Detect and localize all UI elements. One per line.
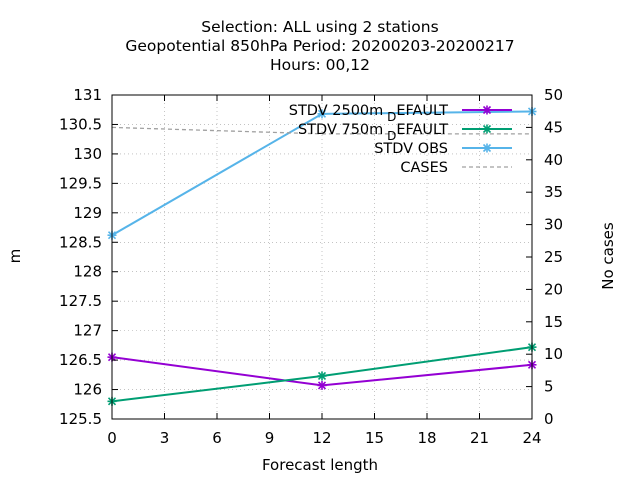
data-point	[482, 124, 492, 134]
y-tick-label: 127	[73, 322, 102, 340]
chart-title-line-3: Hours: 00,12	[270, 56, 370, 74]
x-tick-label: 0	[107, 429, 117, 447]
y-tick-label: 128.5	[59, 233, 102, 251]
y-tick-label: 130.5	[59, 115, 102, 133]
y2-tick-label: 0	[544, 410, 554, 428]
tick-layer: 0 3 6 9 12 15 18 21 24 125.5 126 126.5 127 127.5 128 12…	[59, 86, 563, 447]
y2-tick-label: 25	[544, 248, 563, 266]
y2-tick-label: 30	[544, 216, 563, 234]
y2-tick-label: 5	[544, 378, 554, 396]
data-point	[317, 109, 327, 119]
y-tick-label: 125.5	[59, 410, 102, 428]
legend-label: STDV 750m DEFAULT	[298, 122, 448, 143]
data-point	[482, 143, 492, 153]
y2-axis-label: No cases	[599, 222, 617, 290]
y-tick-label: 128	[73, 263, 102, 281]
x-tick-label: 15	[365, 429, 384, 447]
x-axis-label: Forecast length	[262, 456, 378, 474]
y-axis-label: m	[6, 249, 24, 264]
series-line-cases	[111, 126, 532, 135]
y2-tick-label: 50	[544, 86, 563, 104]
y2-tick-label: 35	[544, 183, 563, 201]
y2-tick-label: 45	[544, 118, 563, 136]
y2-tick-label: 10	[544, 345, 563, 363]
legend-label: STDV 2500m DEFAULT	[289, 103, 448, 124]
x-tick-label: 6	[212, 429, 222, 447]
x-tick-label: 24	[522, 429, 541, 447]
y2-tick-label: 20	[544, 280, 563, 298]
y-tick-label: 130	[73, 145, 102, 163]
y2-tick-label: 40	[544, 151, 563, 169]
chart-title-line-1: Selection: ALL using 2 stations	[201, 18, 438, 36]
data-point	[482, 105, 492, 115]
y-tick-label: 126	[73, 381, 102, 399]
x-tick-label: 9	[265, 429, 275, 447]
legend-label: STDV OBS	[374, 141, 448, 157]
y-tick-label: 131	[73, 86, 102, 104]
y2-tick-label: 15	[544, 313, 563, 331]
data-point	[317, 371, 327, 381]
x-tick-label: 18	[417, 429, 436, 447]
x-tick-label: 21	[470, 429, 489, 447]
data-point	[317, 380, 327, 390]
legend-label: CASES	[400, 160, 448, 176]
y-tick-label: 127.5	[59, 292, 102, 310]
y-tick-label: 126.5	[59, 351, 102, 369]
x-tick-label: 12	[312, 429, 331, 447]
x-tick-label: 3	[160, 429, 170, 447]
y-tick-label: 129.5	[59, 174, 102, 192]
y-tick-label: 129	[73, 204, 102, 222]
chart-title-line-2: Geopotential 850hPa Period: 20200203-202…	[125, 37, 514, 55]
